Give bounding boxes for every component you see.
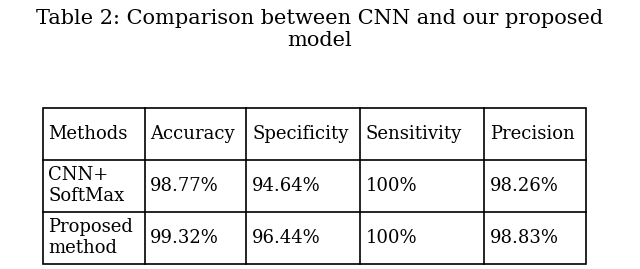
Text: Sensitivity: Sensitivity (365, 125, 461, 143)
Text: 98.77%: 98.77% (150, 177, 219, 195)
Text: Specificity: Specificity (252, 125, 348, 143)
Text: 100%: 100% (365, 229, 417, 247)
Text: 99.32%: 99.32% (150, 229, 219, 247)
Text: 100%: 100% (365, 177, 417, 195)
Text: Table 2: Comparison between CNN and our proposed
model: Table 2: Comparison between CNN and our … (36, 9, 604, 50)
Text: CNN+
SoftMax: CNN+ SoftMax (48, 166, 125, 205)
Text: Proposed
method: Proposed method (48, 218, 133, 257)
Text: Accuracy: Accuracy (150, 125, 235, 143)
Text: 94.64%: 94.64% (252, 177, 321, 195)
Text: Precision: Precision (490, 125, 575, 143)
Text: 98.83%: 98.83% (490, 229, 559, 247)
Text: Methods: Methods (48, 125, 127, 143)
Text: 98.26%: 98.26% (490, 177, 559, 195)
Text: 96.44%: 96.44% (252, 229, 321, 247)
